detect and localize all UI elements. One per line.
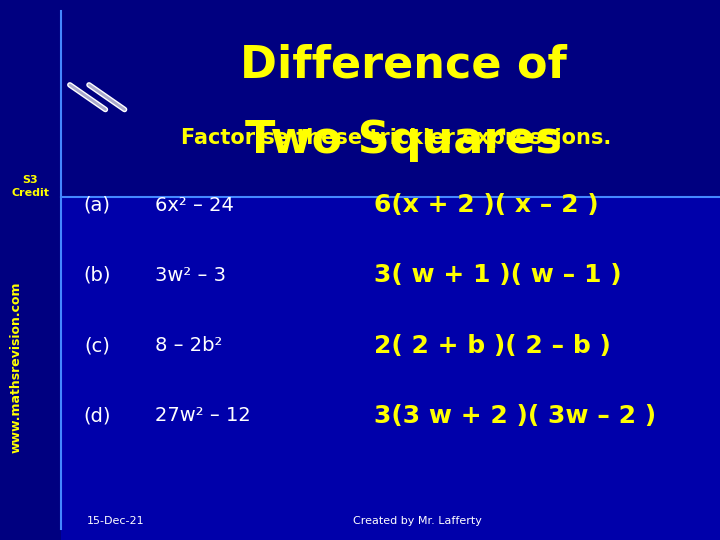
Text: (d): (d)	[84, 406, 111, 426]
Text: www.mathsrevision.com: www.mathsrevision.com	[9, 281, 22, 453]
Text: 3( w + 1 )( w – 1 ): 3( w + 1 )( w – 1 )	[374, 264, 622, 287]
Text: (b): (b)	[84, 266, 111, 285]
Text: 27w² – 12: 27w² – 12	[155, 406, 251, 426]
Bar	[0, 0, 720, 197]
Text: Created by Mr. Lafferty: Created by Mr. Lafferty	[354, 516, 482, 526]
Text: 8 – 2b²: 8 – 2b²	[155, 336, 222, 355]
Text: Difference of: Difference of	[240, 43, 567, 86]
Text: 3(3 w + 2 )( 3w – 2 ): 3(3 w + 2 )( 3w – 2 )	[374, 404, 657, 428]
Text: 6(x + 2 )( x – 2 ): 6(x + 2 )( x – 2 )	[374, 193, 599, 217]
Text: (a): (a)	[84, 195, 111, 215]
Text: (c): (c)	[84, 336, 110, 355]
Text: 3w² – 3: 3w² – 3	[155, 266, 226, 285]
Bar	[0, 0, 61, 540]
Text: 15-Dec-21: 15-Dec-21	[86, 516, 144, 526]
Text: 6x² – 24: 6x² – 24	[155, 195, 234, 215]
Text: Two Squares: Two Squares	[245, 119, 562, 162]
Text: 2( 2 + b )( 2 – b ): 2( 2 + b )( 2 – b )	[374, 334, 611, 357]
Text: S3
Credit: S3 Credit	[12, 175, 49, 198]
Text: Factorise these trickier expressions.: Factorise these trickier expressions.	[181, 127, 611, 148]
